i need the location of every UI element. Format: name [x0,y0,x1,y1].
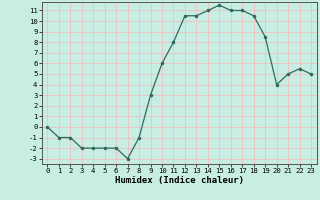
X-axis label: Humidex (Indice chaleur): Humidex (Indice chaleur) [115,176,244,185]
